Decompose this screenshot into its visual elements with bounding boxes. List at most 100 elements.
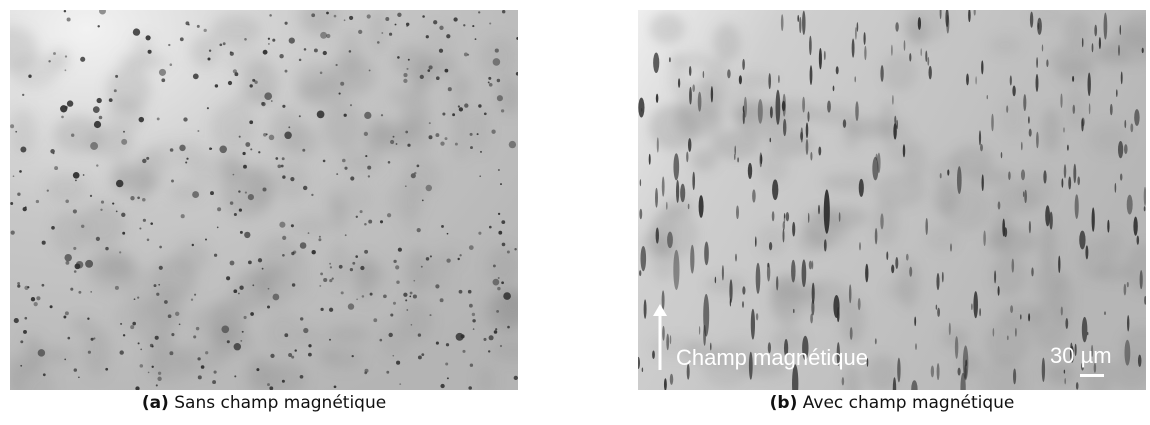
particle	[167, 314, 172, 319]
particle	[832, 85, 835, 92]
particle	[1000, 151, 1003, 159]
particle	[956, 166, 962, 195]
particle	[93, 337, 96, 340]
particle	[373, 318, 378, 323]
particle	[981, 174, 984, 192]
particle	[638, 97, 645, 118]
particle	[811, 282, 815, 304]
texture-blotch	[771, 327, 806, 354]
particle	[263, 132, 267, 137]
particle	[267, 383, 270, 387]
particle	[469, 132, 473, 136]
particle	[318, 235, 321, 238]
particle	[343, 19, 346, 22]
particle	[410, 173, 416, 179]
particle	[501, 281, 504, 285]
particle	[121, 212, 126, 217]
particle	[1020, 169, 1026, 181]
scale-bar	[1080, 374, 1104, 377]
particle	[514, 248, 517, 251]
particle	[1091, 344, 1094, 358]
particle	[207, 57, 211, 61]
particle	[808, 260, 813, 270]
particle	[93, 120, 102, 129]
particle	[639, 179, 642, 187]
particle	[892, 95, 894, 105]
particle	[41, 240, 46, 245]
particle	[1041, 357, 1046, 382]
particle	[112, 202, 115, 205]
particle	[1023, 94, 1027, 112]
particle	[458, 107, 464, 112]
particle	[36, 296, 41, 301]
particle	[376, 41, 380, 44]
particle	[137, 296, 140, 299]
particle	[979, 308, 981, 317]
particle	[676, 179, 680, 203]
particle	[823, 239, 827, 252]
particle	[159, 245, 162, 249]
particle	[905, 253, 909, 261]
particle	[96, 164, 99, 167]
texture-blotch	[211, 102, 256, 151]
particle	[249, 120, 254, 125]
caption-b-text: Avec champ magnétique	[802, 393, 1015, 413]
particle	[1074, 343, 1077, 357]
particle	[299, 317, 304, 321]
particle	[115, 74, 119, 78]
particle	[37, 349, 46, 357]
particle	[805, 122, 809, 139]
particle	[848, 284, 852, 304]
particle	[1022, 191, 1025, 198]
particle	[420, 265, 423, 268]
particle	[638, 356, 640, 369]
particle	[258, 151, 261, 154]
particle	[195, 326, 200, 331]
particle	[783, 339, 789, 358]
texture-blotch	[224, 48, 271, 74]
particle	[710, 86, 714, 103]
particle	[859, 242, 861, 251]
particle	[238, 135, 241, 138]
particle	[113, 89, 117, 93]
particle	[742, 58, 745, 71]
texture-blotch	[367, 114, 388, 156]
texture-blotch	[85, 128, 134, 158]
particle	[212, 380, 217, 385]
particle	[123, 130, 125, 133]
particle	[494, 48, 499, 53]
particle	[496, 78, 501, 83]
particle	[288, 37, 295, 44]
particle	[702, 70, 705, 79]
particle	[1088, 103, 1091, 115]
particle	[333, 385, 337, 389]
particle	[857, 297, 861, 311]
particle	[735, 253, 737, 262]
particle	[13, 318, 19, 324]
particle	[1015, 327, 1017, 337]
particle	[930, 365, 935, 378]
texture-blotch	[264, 311, 303, 353]
particle	[217, 207, 222, 212]
particle	[164, 300, 168, 304]
texture-blotch	[651, 240, 677, 281]
particle	[261, 101, 266, 107]
particle	[140, 348, 143, 351]
particle	[250, 148, 253, 151]
particle	[358, 29, 363, 35]
particle	[63, 10, 67, 13]
particle	[64, 55, 68, 58]
particle	[780, 14, 784, 32]
particle	[322, 50, 327, 56]
particle	[171, 333, 175, 337]
particle	[468, 386, 472, 390]
particle	[240, 339, 243, 342]
particle	[403, 78, 408, 84]
particle	[154, 335, 159, 340]
particle	[183, 117, 188, 122]
particle	[197, 357, 201, 361]
particle	[639, 270, 642, 277]
particle	[750, 308, 756, 340]
particle	[1137, 354, 1142, 367]
particle	[1028, 128, 1032, 137]
